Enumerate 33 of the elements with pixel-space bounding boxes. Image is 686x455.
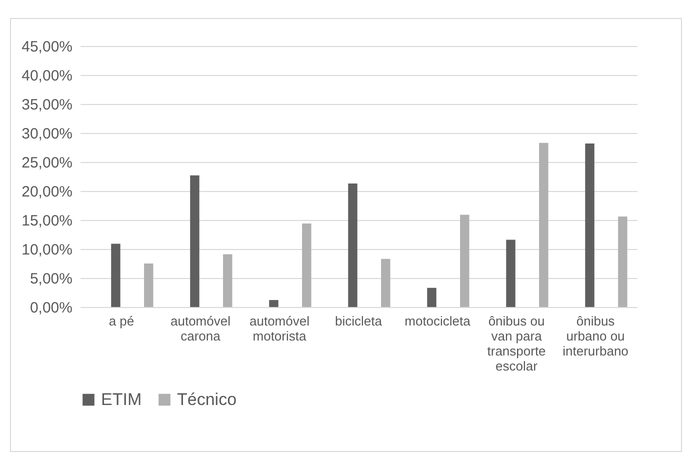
bar <box>111 244 120 307</box>
x-tick-label: automóvel carona <box>170 314 231 344</box>
legend-label: Técnico <box>177 390 237 409</box>
y-tick-label: 20,00% <box>22 184 72 200</box>
bar <box>223 254 232 307</box>
y-tick-label: 45,00% <box>22 38 72 56</box>
x-tick-label: ônibus ou van para transporte escolar <box>487 314 546 374</box>
x-tick-label: ônibus urbano ou interurbano <box>562 314 628 358</box>
bar <box>381 258 390 307</box>
bar <box>269 300 278 307</box>
x-tick-label: bicicleta <box>335 314 383 328</box>
y-tick-label: 5,00% <box>30 270 72 288</box>
x-tick-label: a pé <box>108 314 134 328</box>
x-tick-label: motocicleta <box>404 314 472 328</box>
bar <box>190 175 200 307</box>
bar <box>427 288 436 307</box>
y-tick-label: 25,00% <box>22 154 72 172</box>
bar <box>460 214 470 307</box>
y-tick-label: 10,00% <box>22 242 72 258</box>
bar <box>348 183 358 307</box>
legend-label: ETIM <box>101 390 142 409</box>
y-tick-label: 30,00% <box>22 126 72 142</box>
bar <box>302 223 312 307</box>
bar <box>618 216 628 307</box>
bar <box>144 264 154 307</box>
x-tick-label: automóvel motorista <box>250 314 310 344</box>
bar <box>585 143 594 307</box>
y-tick-label: 0,00% <box>30 300 72 316</box>
y-tick-label: 15,00% <box>22 212 72 230</box>
bar <box>539 142 548 307</box>
y-tick-label: 40,00% <box>22 68 72 84</box>
bar <box>506 240 516 307</box>
y-tick-label: 35,00% <box>22 96 72 114</box>
